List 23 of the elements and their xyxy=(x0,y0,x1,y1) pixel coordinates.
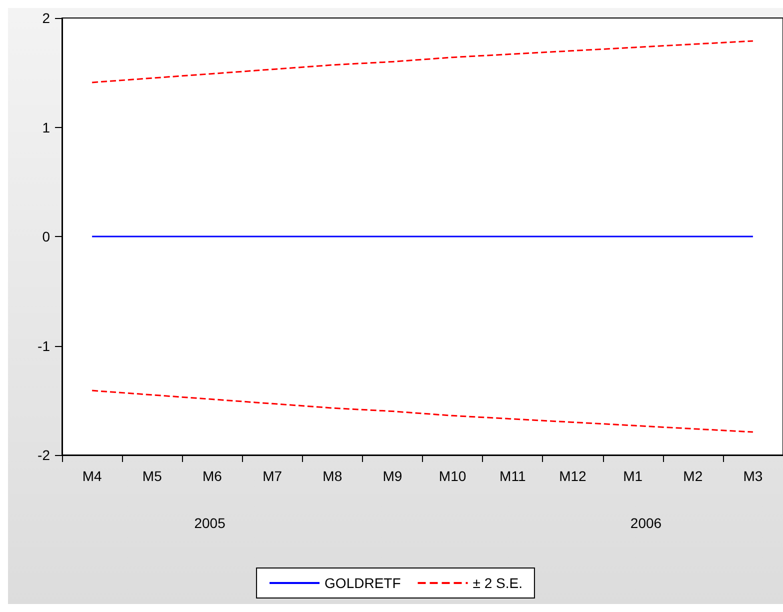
legend-label: ± 2 S.E. xyxy=(472,575,522,591)
x-tick-label: M11 xyxy=(500,468,526,484)
line-series xyxy=(91,390,754,433)
legend-label: GOLDRETF xyxy=(324,575,401,591)
y-tick-label: 1 xyxy=(42,119,50,136)
x-tick-label: M9 xyxy=(382,468,402,484)
y-tick-label: 0 xyxy=(42,228,50,244)
x-tick-label: M7 xyxy=(262,468,282,484)
y-tick-label: -1 xyxy=(38,338,50,354)
text: 2005 xyxy=(194,515,226,531)
x-tick-label: M6 xyxy=(202,468,222,484)
y-tick-label: 2 xyxy=(42,10,50,26)
text: 2006 xyxy=(630,515,662,531)
x-tick-label: M3 xyxy=(743,468,763,484)
line-series xyxy=(91,40,754,84)
x-tick-label: M10 xyxy=(438,468,466,484)
x-tick-label: M1 xyxy=(623,468,643,484)
x-tick-label: M8 xyxy=(322,468,342,484)
y-tick-label: -2 xyxy=(38,447,50,463)
x-tick-label: M12 xyxy=(559,468,587,484)
x-tick-label: M4 xyxy=(82,468,102,484)
x-tick-label: M5 xyxy=(142,468,162,484)
x-tick-label: M2 xyxy=(683,468,703,484)
